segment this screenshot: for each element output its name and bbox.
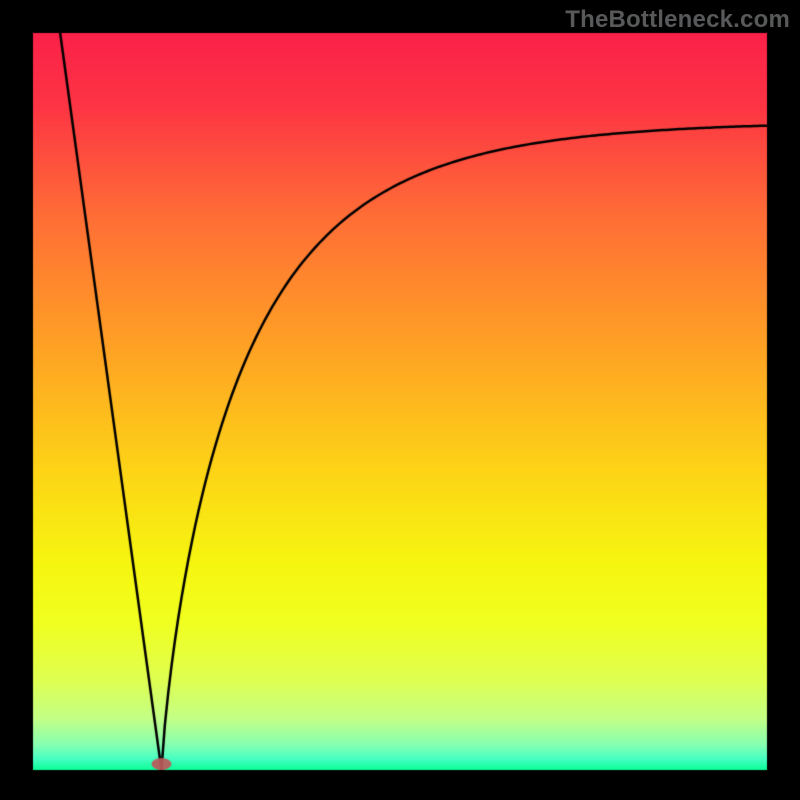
chart-figure: TheBottleneck.com	[0, 0, 800, 800]
chart-canvas	[0, 0, 800, 800]
